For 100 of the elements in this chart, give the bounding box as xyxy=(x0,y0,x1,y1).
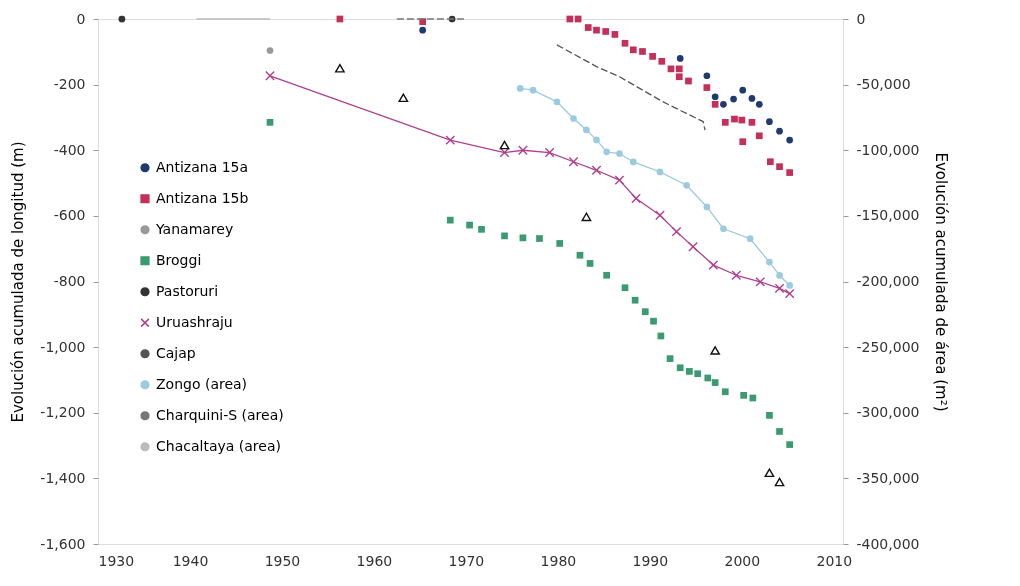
point xyxy=(731,115,738,123)
point xyxy=(675,65,683,73)
point xyxy=(266,119,274,126)
point xyxy=(658,57,666,65)
y2-tick-label: -50,000 xyxy=(856,76,911,93)
point xyxy=(603,148,610,156)
point xyxy=(593,26,600,34)
point xyxy=(335,63,345,73)
point xyxy=(499,140,510,150)
point xyxy=(748,119,756,126)
y-axis-title: Evolución acumulada de longitud (m) xyxy=(9,141,28,423)
y2-tick-label: -300,000 xyxy=(856,404,920,421)
legend-label: Yanamarey xyxy=(155,220,234,237)
point xyxy=(720,100,727,108)
point xyxy=(685,77,692,85)
point xyxy=(784,288,795,299)
point xyxy=(629,46,637,54)
y-tick-label: -800 xyxy=(53,273,86,289)
point xyxy=(703,84,711,91)
point xyxy=(676,55,684,62)
point xyxy=(766,118,773,126)
point xyxy=(529,86,537,94)
point xyxy=(419,26,427,34)
point xyxy=(776,127,783,135)
point xyxy=(478,225,485,233)
point xyxy=(694,370,702,378)
point xyxy=(776,163,783,171)
point xyxy=(766,258,773,266)
line-series xyxy=(556,44,706,131)
x-tick-label: 2000 xyxy=(724,552,761,569)
point xyxy=(676,364,684,372)
point xyxy=(721,388,729,396)
point xyxy=(786,282,794,289)
y-tick-label: -1,400 xyxy=(40,469,86,486)
point xyxy=(544,147,555,158)
x-tick-label: 1970 xyxy=(448,552,485,569)
point xyxy=(766,412,773,419)
point xyxy=(776,272,783,279)
point xyxy=(786,169,794,176)
point xyxy=(466,221,473,229)
y2-tick-label: -250,000 xyxy=(856,338,920,355)
point xyxy=(675,73,683,81)
point xyxy=(586,260,594,267)
point xyxy=(774,477,785,487)
point xyxy=(584,24,592,31)
point xyxy=(740,392,748,399)
point xyxy=(774,283,785,294)
point xyxy=(536,235,543,242)
y2-tick-label: -150,000 xyxy=(856,207,920,224)
point xyxy=(683,181,690,189)
y2-tick-label: -200,000 xyxy=(856,273,920,289)
legend-label: Antizana 15b xyxy=(156,189,249,206)
x-tick-label: 1980 xyxy=(540,552,577,569)
point xyxy=(704,374,712,382)
legend-label: Broggi xyxy=(156,251,202,268)
point xyxy=(711,93,719,101)
point xyxy=(581,212,592,222)
point xyxy=(711,379,719,386)
point xyxy=(710,346,721,355)
point xyxy=(703,203,711,211)
point xyxy=(746,235,754,243)
point xyxy=(711,100,719,108)
y-tick-label: -1,200 xyxy=(40,404,86,421)
point xyxy=(688,241,698,252)
point xyxy=(631,193,641,204)
point xyxy=(556,240,564,247)
point xyxy=(583,126,590,134)
point xyxy=(786,441,794,448)
point xyxy=(641,308,649,316)
point xyxy=(703,72,711,80)
point xyxy=(656,168,664,176)
point xyxy=(730,95,737,103)
point xyxy=(731,270,742,281)
legend-label: Uruashraju xyxy=(156,313,233,330)
point xyxy=(553,98,561,106)
point xyxy=(649,53,656,60)
point xyxy=(738,116,746,124)
point xyxy=(611,31,619,38)
legend-label: Antizana 15a xyxy=(156,158,249,175)
y-tick-label: -400 xyxy=(53,141,86,158)
point xyxy=(720,225,727,233)
y-tick-label: -1,000 xyxy=(40,338,86,355)
point xyxy=(786,136,794,144)
y-tick-label: -1,600 xyxy=(40,535,86,552)
point xyxy=(739,138,747,146)
point xyxy=(570,115,577,122)
point xyxy=(629,158,637,166)
point xyxy=(445,135,456,145)
point xyxy=(666,355,674,362)
point xyxy=(566,15,574,23)
x-tick-label: 1990 xyxy=(632,552,669,569)
point xyxy=(766,158,774,166)
x-tick-label: 2010 xyxy=(816,552,853,569)
point xyxy=(631,296,639,304)
point xyxy=(614,175,625,185)
point xyxy=(568,156,579,167)
point xyxy=(616,150,623,157)
point xyxy=(266,47,274,54)
point xyxy=(516,85,524,92)
point xyxy=(639,48,646,55)
